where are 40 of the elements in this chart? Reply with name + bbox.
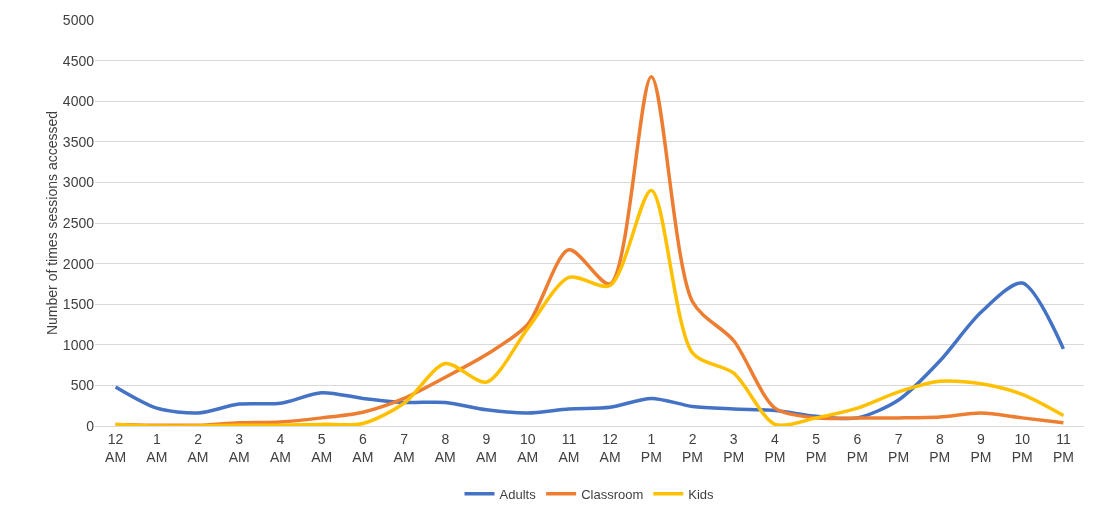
x-tick-label: 7 AM	[393, 430, 415, 465]
x-tick-label: 3 AM	[228, 430, 250, 465]
x-tick-label: 6 AM	[352, 430, 374, 465]
line-series	[113, 188, 1066, 426]
y-tick-label: 1500	[62, 296, 95, 313]
y-tick-label: 3000	[62, 174, 95, 191]
x-tick-label: 1 AM	[146, 430, 168, 465]
x-tick-label: 5 PM	[805, 430, 827, 465]
y-tick-label: 3500	[62, 133, 95, 150]
x-tick-label: 7 PM	[888, 430, 910, 465]
legend-label: Classroom	[581, 486, 644, 502]
x-tick-label: 8 PM	[929, 430, 951, 465]
x-tick-label: 3 PM	[723, 430, 745, 465]
y-tick-label: 0	[86, 417, 95, 434]
x-tick-label: 4 AM	[269, 430, 291, 465]
legend-label: Kids	[688, 486, 715, 502]
x-tick-label: 10 PM	[1011, 430, 1033, 465]
x-tick-label: 10 AM	[517, 430, 539, 465]
y-tick-label: 4000	[62, 93, 95, 110]
y-tick-label: 2000	[62, 255, 95, 272]
y-tick-label: 1000	[62, 336, 95, 353]
y-tick-label: 2500	[62, 214, 95, 231]
x-tick-label: 2 PM	[682, 430, 704, 465]
x-tick-label: 5 AM	[311, 430, 333, 465]
legend-label: Adults	[499, 486, 537, 502]
y-axis-title: Number of times sessions accessed	[44, 110, 60, 336]
x-tick-label: 4 PM	[764, 430, 786, 465]
x-tick-label: 1 PM	[640, 430, 662, 465]
x-tick-label: 6 PM	[846, 430, 868, 465]
x-tick-label: 8 AM	[434, 430, 456, 465]
x-tick-label: 12 AM	[105, 430, 127, 465]
y-tick-label: 500	[70, 377, 95, 394]
x-tick-label: 9 AM	[475, 430, 497, 465]
y-tick-label: 5000	[62, 11, 95, 28]
x-tick-label: 12 AM	[599, 430, 621, 465]
y-tick-label: 4500	[62, 52, 95, 69]
x-tick-label: 11 AM	[558, 430, 580, 465]
x-tick-label: 9 PM	[970, 430, 992, 465]
x-tick-label: 2 AM	[187, 430, 209, 465]
x-tick-label: 11 PM	[1052, 430, 1074, 465]
